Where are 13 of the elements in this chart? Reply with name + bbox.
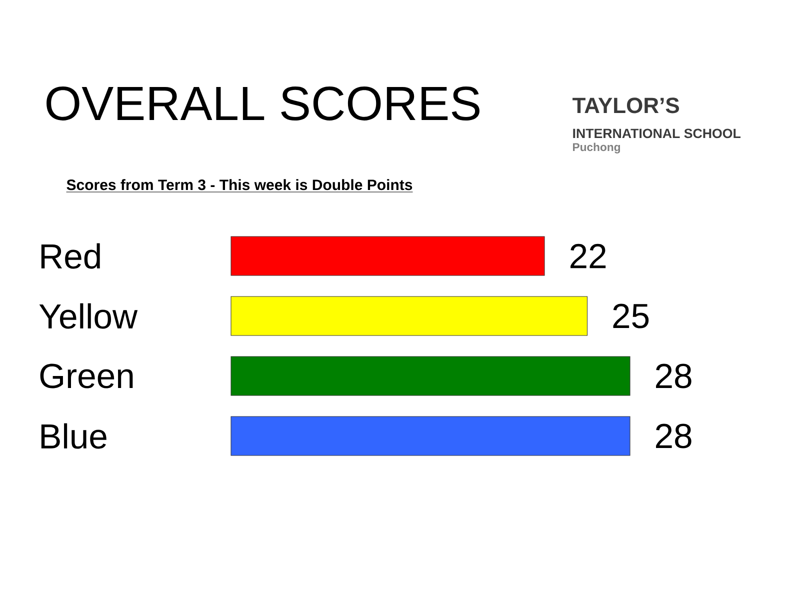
chart-subtitle: Scores from Term 3 - This week is Double Points bbox=[66, 179, 412, 190]
y-tick-label: Green bbox=[40, 364, 133, 388]
chart-title: OVERALL SCORES bbox=[46, 86, 480, 120]
data-label: 25 bbox=[613, 304, 649, 328]
text: INTERNATIONAL SCHOOL bbox=[573, 128, 740, 138]
data-label: 28 bbox=[656, 424, 692, 448]
y-tick-label: Yellow bbox=[39, 303, 138, 329]
y-tick-label: Blue bbox=[41, 423, 106, 449]
text: TAYLOR’S bbox=[572, 98, 679, 114]
data-label: 22 bbox=[570, 244, 606, 268]
y-tick-label: Red bbox=[41, 243, 100, 269]
text: Puchong bbox=[573, 142, 620, 154]
data-label: 28 bbox=[656, 364, 692, 388]
